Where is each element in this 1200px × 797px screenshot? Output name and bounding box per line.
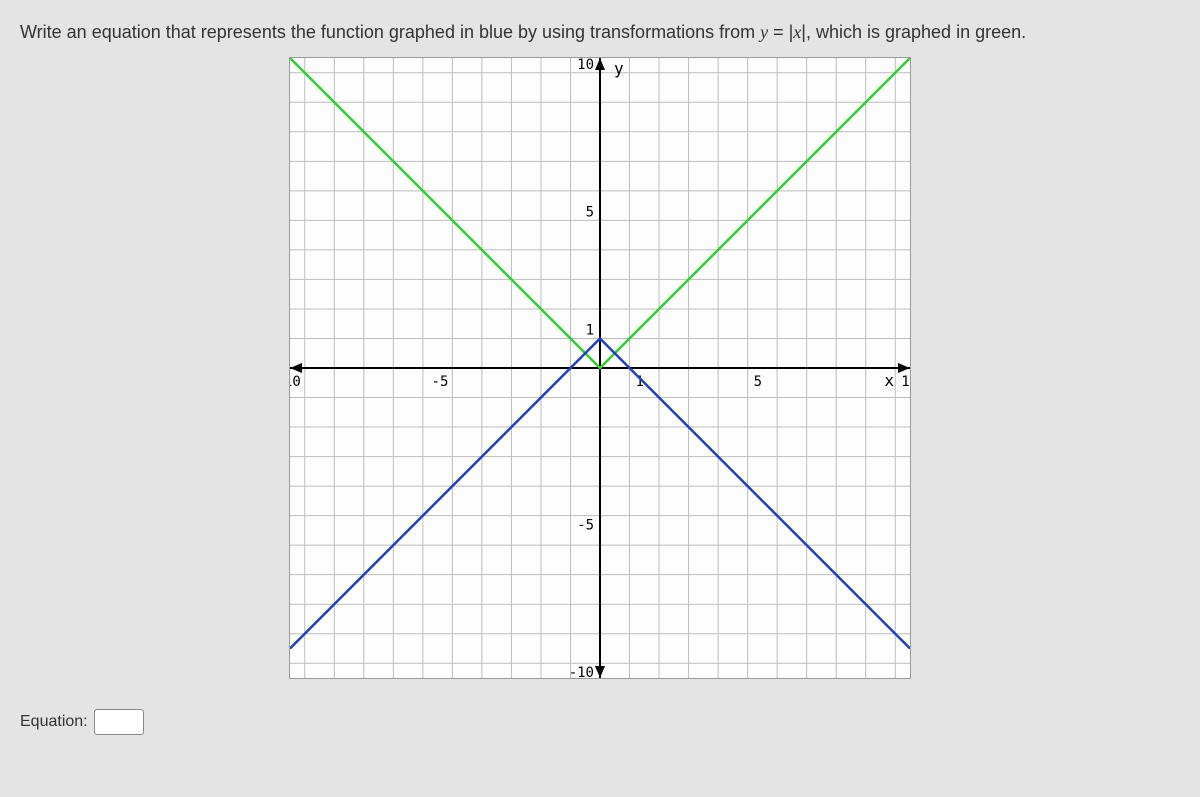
equation-input[interactable] [94, 709, 144, 735]
equation-label: Equation: [20, 713, 88, 731]
y-tick-label: -5 [577, 518, 594, 534]
x-tick-label: 5 [754, 374, 762, 390]
question-prefix: Write an equation that represents the fu… [20, 22, 760, 42]
question-text: Write an equation that represents the fu… [20, 20, 1180, 45]
y-tick-label: 10 [577, 57, 594, 73]
x-tick-label: -5 [432, 374, 449, 390]
question-math-eq: = [768, 22, 789, 42]
question-suffix: , which is graphed in green. [806, 22, 1026, 42]
y-tick-label: 5 [586, 205, 594, 221]
y-axis-arrow-icon [595, 58, 605, 70]
x-axis-arrow-icon [898, 363, 910, 373]
x-tick-label: -10 [289, 374, 301, 390]
x-axis-arrow-icon [290, 363, 302, 373]
y-axis-arrow-icon [595, 666, 605, 678]
x-axis-label: x [884, 371, 894, 390]
x-tick-label: 10 [901, 374, 911, 390]
question-math-y: y [760, 22, 768, 42]
chart: -10-51510-10-51510yx [289, 57, 911, 679]
y-tick-label: 1 [586, 323, 594, 339]
y-axis-label: y [614, 59, 624, 78]
y-tick-label: -10 [569, 665, 594, 679]
